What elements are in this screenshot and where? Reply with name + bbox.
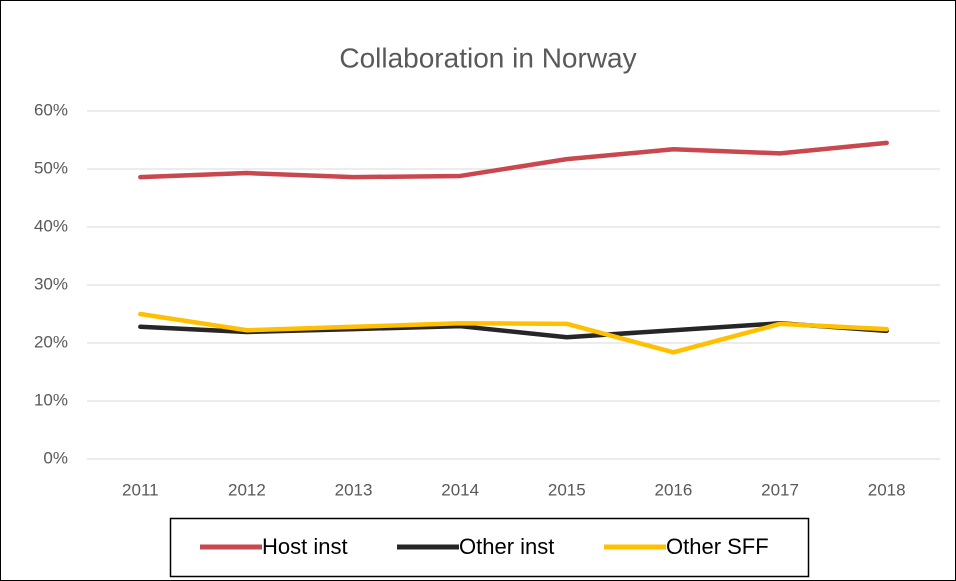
y-tick-label: 30% [34, 274, 68, 293]
x-tick-label: 2012 [228, 480, 266, 499]
legend-label: Host inst [262, 534, 348, 559]
x-tick-label: 2015 [548, 480, 586, 499]
legend-label: Other SFF [666, 534, 769, 559]
x-tick-label: 2017 [761, 480, 799, 499]
legend-box [169, 517, 810, 578]
series-line [138, 140, 889, 180]
x-tick-label: 2014 [441, 480, 479, 499]
chart-title: Collaboration in Norway [339, 42, 636, 73]
y-tick-label: 10% [34, 390, 68, 409]
y-tick-label: 40% [34, 216, 68, 235]
x-tick-label: 2016 [655, 480, 693, 499]
legend-label: Other inst [459, 534, 554, 559]
x-tick-label: 2018 [868, 480, 906, 499]
series-line [138, 311, 889, 355]
y-tick-label: 20% [34, 332, 68, 351]
y-tick-label: 0% [43, 448, 68, 467]
y-tick-label: 50% [34, 158, 68, 177]
x-tick-label: 2011 [122, 480, 159, 499]
y-tick-label: 60% [34, 100, 68, 119]
x-tick-label: 2013 [335, 480, 373, 499]
